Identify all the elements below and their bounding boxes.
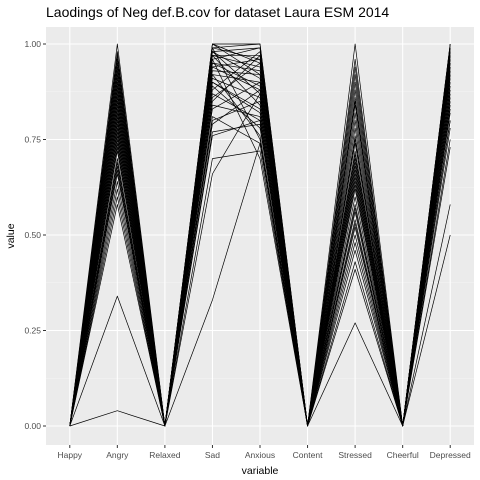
series-line xyxy=(69,100,451,427)
x-tick-label: Sad xyxy=(205,450,220,460)
x-tick-label: Relaxed xyxy=(149,450,180,460)
series-line xyxy=(69,47,451,427)
x-tick-label: Angry xyxy=(106,450,129,460)
x-tick-label: Happy xyxy=(57,450,82,460)
series-line xyxy=(69,139,451,427)
x-axis-title: variable xyxy=(242,465,279,477)
chart-title: Laodings of Neg def.B.cov for dataset La… xyxy=(46,4,389,20)
y-tick-label: 1.00 xyxy=(24,39,41,49)
x-tick-label: Stressed xyxy=(338,450,372,460)
series-line xyxy=(69,123,451,427)
x-tick-label: Depressed xyxy=(430,450,471,460)
series-line xyxy=(69,101,451,427)
x-tick-label: Anxious xyxy=(245,450,275,460)
series-line xyxy=(69,108,451,427)
y-tick-label: 0.00 xyxy=(24,421,41,431)
series-line xyxy=(69,43,451,427)
series-line xyxy=(69,55,451,427)
x-axis: Happy Angry Relaxed Sad Anxious Content Stress… xyxy=(57,445,471,460)
x-tick-label: Cheerful xyxy=(387,450,419,460)
y-tick-label: 0.75 xyxy=(24,135,41,145)
y-axis: 0.00 0.25 0.50 0.75 1.00 xyxy=(24,39,46,431)
y-axis-title: value xyxy=(5,223,17,248)
y-tick-label: 0.50 xyxy=(24,230,41,240)
series-lines xyxy=(69,43,451,427)
y-tick-label: 0.25 xyxy=(24,326,41,336)
series-line xyxy=(69,89,451,427)
x-tick-label: Content xyxy=(293,450,323,460)
